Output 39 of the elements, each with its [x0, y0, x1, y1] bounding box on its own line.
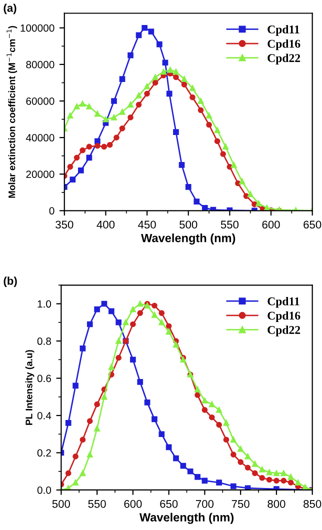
y-axis-title: PL Intensity (a.u): [25, 350, 34, 425]
y-tick-label: 1.0: [38, 300, 52, 308]
x-tick-label: 800: [268, 500, 286, 508]
text: (a): [4, 4, 16, 14]
legend-label: Cpd22: [268, 326, 300, 336]
y-tick-label: 0.8: [37, 338, 52, 345]
legend-label: Cpd11: [268, 297, 300, 308]
x-tick-label: 650: [304, 220, 322, 229]
text: (b): [4, 276, 17, 288]
x-tick-label: 550: [220, 220, 239, 229]
x-tick-label: 600: [262, 220, 280, 229]
x-tick-label: 350: [56, 220, 74, 229]
x-tick-label: 450: [138, 220, 156, 229]
x-tick-label: 600: [124, 500, 142, 508]
y-tick-label: 0.0: [37, 486, 52, 494]
y-tick-label: 0.4: [37, 412, 52, 420]
y-tick-label: 0: [49, 207, 54, 215]
legend-label: Cpd22: [268, 54, 300, 64]
legend-label: Cpd16: [268, 39, 300, 50]
x-tick-label: 500: [52, 500, 70, 508]
y-tick-label: 40000: [26, 134, 54, 142]
legend-label: Cpd11: [268, 25, 300, 36]
y-tick-label: 0.6: [37, 374, 51, 382]
y-tick-label: 20000: [26, 170, 54, 178]
y-axis-title: Molar extinction coefficient (M$^{−1}$cm$^{−1}$): [6, 26, 18, 198]
x-axis-title: Wavelength (nm): [141, 234, 236, 245]
y-tick-label: 60000: [26, 97, 54, 105]
y-tick-label: 80000: [26, 60, 54, 68]
legend-label: Cpd16: [268, 311, 300, 322]
x-tick-label: 700: [196, 500, 214, 508]
x-tick-label: 650: [160, 500, 178, 508]
y-tick-label: 100000: [20, 24, 54, 32]
x-axis-title: Wavelength (nm): [139, 512, 234, 524]
x-tick-label: 550: [88, 500, 106, 508]
x-tick-label: 400: [96, 220, 115, 229]
x-tick-label: 500: [180, 220, 198, 229]
y-tick-label: 0.2: [37, 449, 51, 457]
x-tick-label: 850: [304, 500, 322, 508]
x-tick-label: 750: [232, 500, 250, 508]
